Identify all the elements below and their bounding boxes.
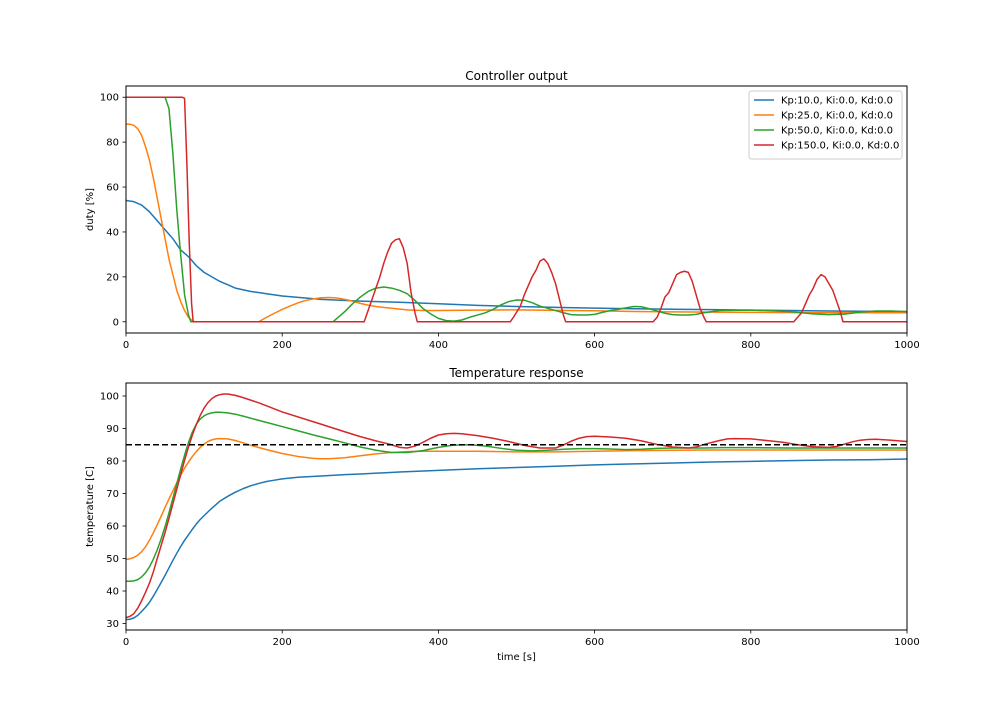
temperature-response-chart: 0 200 400 600 800 1000 30 40 50 60 70 80 90 100 Tempe… [85,366,920,663]
chart-title: Controller output [465,69,568,83]
series-line-3 [126,393,907,619]
legend-label: Kp:10.0, Ki:0.0, Kd:0.0 [781,96,893,107]
x-tick-label: 1000 [894,340,919,351]
plot-frame [125,85,908,334]
x-tick-label: 600 [585,340,604,351]
x-tick-label: 200 [273,637,292,648]
legend-label: Kp:150.0, Ki:0.0, Kd:0.0 [781,141,899,152]
y-tick-label: 80 [106,457,119,468]
x-tick-label: 1000 [894,637,919,648]
y-axis-label: temperature [C] [85,466,96,547]
y-tick-label: 0 [113,317,119,328]
x-tick-label: 200 [273,340,292,351]
y-tick-label: 100 [100,93,119,104]
legend-label: Kp:50.0, Ki:0.0, Kd:0.0 [781,126,893,137]
y-tick-label: 80 [106,138,119,149]
x-tick-label: 400 [429,637,448,648]
y-tick-label: 30 [106,619,119,630]
y-tick-label: 60 [106,183,119,194]
series-line-2 [126,96,907,323]
x-tick-label: 0 [123,340,129,351]
legend-frame [748,90,903,160]
series-line-0 [126,199,907,313]
y-tick-label: 20 [106,272,119,283]
y-tick-label: 60 [106,522,119,533]
x-tick-label: 600 [585,637,604,648]
x-tick-label: 400 [429,340,448,351]
x-tick-label: 800 [741,340,760,351]
x-tick-label: 0 [123,637,129,648]
y-tick-label: 90 [106,424,119,435]
x-axis-label: time [s] [497,652,536,663]
y-tick-label: 100 [100,392,119,403]
plot-frame [125,382,908,631]
y-tick-label: 50 [106,554,119,565]
y-tick-label: 70 [106,489,119,500]
controller-output-chart: 0 200 400 600 800 1000 0 20 40 60 80 100 Controller… [85,69,920,351]
series-line-1 [126,437,907,561]
legend-label: Kp:25.0, Ki:0.0, Kd:0.0 [781,111,893,122]
x-tick-label: 800 [741,637,760,648]
series-line-3 [126,96,907,323]
series-line-1 [126,123,907,323]
y-tick-label: 40 [106,227,119,238]
series-line-0 [126,458,907,621]
chart-title: Temperature response [448,366,583,380]
y-tick-label: 40 [106,587,119,598]
legend: Kp:10.0, Ki:0.0, Kd:0.0 Kp:25.0, Ki:0.0, … [748,90,903,160]
y-axis-label: duty [%] [85,188,96,231]
series-line-2 [126,411,907,582]
